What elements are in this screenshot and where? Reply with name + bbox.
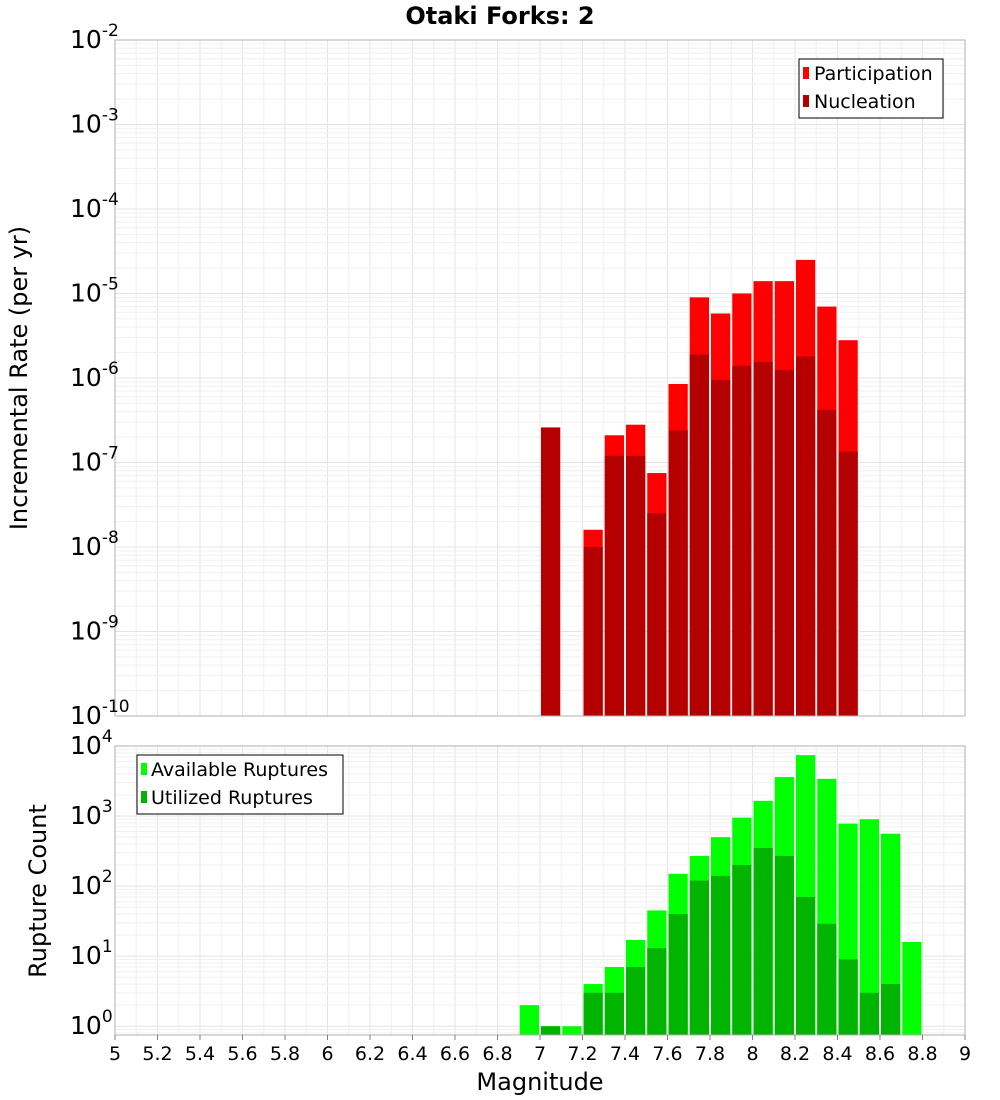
x-tick-label: 6 bbox=[321, 1043, 333, 1065]
bottom-bar-utilized-ruptures bbox=[796, 896, 816, 1035]
bottom-bar-available-ruptures bbox=[902, 941, 922, 1035]
y-tick-label: 103 bbox=[70, 797, 113, 830]
y-tick-label: 10-2 bbox=[70, 21, 119, 54]
bottom-panel-bars bbox=[519, 755, 922, 1035]
bottom-bar-utilized-ruptures bbox=[583, 992, 603, 1035]
top-bar-nucleation bbox=[583, 547, 603, 716]
top-panel-frame bbox=[114, 39, 966, 717]
x-axis-label: Magnitude bbox=[476, 1068, 603, 1096]
top-panel-bars bbox=[541, 259, 858, 716]
x-tick-label: 6.6 bbox=[440, 1043, 470, 1065]
x-tick-label: 7.4 bbox=[610, 1043, 640, 1065]
bottom-bar-utilized-ruptures bbox=[689, 880, 709, 1035]
top-bar-nucleation bbox=[817, 409, 837, 716]
legend-label-utilized-ruptures: Utilized Ruptures bbox=[151, 787, 313, 809]
top-bar-nucleation bbox=[711, 379, 731, 716]
bottom-bar-utilized-ruptures bbox=[732, 865, 752, 1035]
x-tick-label: 8.2 bbox=[780, 1043, 810, 1065]
x-tick-label: 7 bbox=[534, 1043, 546, 1065]
x-tick-label: 8 bbox=[746, 1043, 758, 1065]
top-y-axis-label: Incremental Rate (per yr) bbox=[5, 226, 33, 530]
top-legend-box bbox=[798, 58, 944, 119]
legend-swatch-utilized-ruptures bbox=[141, 791, 147, 803]
y-tick-label: 10-6 bbox=[70, 359, 119, 392]
top-bar-nucleation bbox=[647, 513, 667, 716]
top-bar-nucleation bbox=[753, 361, 773, 716]
x-tick-label: 9 bbox=[959, 1043, 971, 1065]
legend-label-nucleation: Nucleation bbox=[814, 91, 916, 113]
chart-title: Otaki Forks: 2 bbox=[405, 2, 594, 30]
x-tick-label: 6.4 bbox=[397, 1043, 427, 1065]
bottom-bar-available-ruptures bbox=[562, 1026, 582, 1035]
y-tick-label: 10-5 bbox=[70, 275, 119, 308]
bottom-bar-utilized-ruptures bbox=[753, 848, 773, 1035]
bottom-bar-utilized-ruptures bbox=[774, 855, 794, 1035]
top-bar-nucleation bbox=[732, 365, 752, 716]
x-tick-label: 5.2 bbox=[142, 1043, 172, 1065]
legend-label-participation: Participation bbox=[814, 63, 933, 85]
top-bar-nucleation bbox=[689, 354, 709, 716]
top-panel-grid bbox=[114, 39, 966, 717]
x-tick-label: 6.8 bbox=[482, 1043, 512, 1065]
x-axis-ticks: 5 5.2 5.4 5.6 5.8 6 6.2 6.4 6.6 6.8 7 7.2 7.4 7.6 7.8 8… bbox=[109, 1035, 971, 1065]
y-tick-label: 101 bbox=[70, 937, 113, 970]
bottom-bar-utilized-ruptures bbox=[859, 992, 879, 1035]
bottom-bar-available-ruptures bbox=[859, 819, 879, 1035]
x-tick-label: 5.4 bbox=[185, 1043, 215, 1065]
bottom-bar-utilized-ruptures bbox=[541, 1026, 561, 1035]
y-tick-label: 10-8 bbox=[70, 528, 119, 561]
top-bar-nucleation bbox=[604, 455, 624, 716]
top-bar-nucleation bbox=[838, 451, 858, 716]
bottom-bar-utilized-ruptures bbox=[711, 875, 731, 1035]
y-tick-label: 102 bbox=[70, 867, 113, 900]
y-tick-label: 10-7 bbox=[70, 444, 119, 477]
bottom-legend: Available Ruptures Utilized Ruptures bbox=[136, 754, 344, 815]
bottom-bar-utilized-ruptures bbox=[604, 992, 624, 1035]
legend-swatch-nucleation bbox=[803, 95, 809, 107]
x-tick-label: 8.6 bbox=[865, 1043, 895, 1065]
x-tick-label: 7.6 bbox=[652, 1043, 682, 1065]
bottom-bar-available-ruptures bbox=[519, 1005, 539, 1035]
top-bar-nucleation bbox=[541, 427, 561, 716]
y-tick-label: 10-3 bbox=[70, 106, 119, 139]
y-tick-label: 10-10 bbox=[70, 697, 130, 730]
x-tick-label: 8.8 bbox=[907, 1043, 937, 1065]
x-tick-label: 7.2 bbox=[567, 1043, 597, 1065]
top-panel-y-ticks: 10-10 10-9 10-8 10-7 10-6 10-5 10-4 10-3 10-2 bbox=[70, 21, 130, 730]
y-tick-label: 10-4 bbox=[70, 190, 119, 223]
legend-label-available-ruptures: Available Ruptures bbox=[151, 759, 328, 781]
x-tick-label: 6.2 bbox=[355, 1043, 385, 1065]
x-tick-label: 5.6 bbox=[227, 1043, 257, 1065]
bottom-bar-utilized-ruptures bbox=[668, 914, 688, 1035]
x-tick-label: 5.8 bbox=[270, 1043, 300, 1065]
bottom-panel-y-ticks: 100 101 102 103 104 bbox=[70, 727, 113, 1040]
bottom-y-axis-label: Rupture Count bbox=[24, 804, 52, 978]
bottom-bar-utilized-ruptures bbox=[647, 948, 667, 1035]
top-bar-nucleation bbox=[796, 356, 816, 716]
top-legend: Participation Nucleation bbox=[798, 58, 944, 119]
x-tick-label: 8.4 bbox=[822, 1043, 852, 1065]
legend-swatch-available-ruptures bbox=[141, 763, 147, 775]
bottom-bar-utilized-ruptures bbox=[626, 967, 646, 1035]
top-bar-nucleation bbox=[626, 455, 646, 716]
y-tick-label: 10-9 bbox=[70, 613, 119, 646]
bottom-bar-utilized-ruptures bbox=[817, 923, 837, 1035]
bottom-bar-utilized-ruptures bbox=[838, 959, 858, 1035]
x-tick-label: 7.8 bbox=[695, 1043, 725, 1065]
top-bar-nucleation bbox=[668, 430, 688, 716]
bottom-legend-box bbox=[136, 754, 344, 815]
y-tick-label: 104 bbox=[70, 727, 113, 760]
top-bar-nucleation bbox=[774, 369, 794, 716]
bottom-bar-utilized-ruptures bbox=[881, 984, 901, 1035]
legend-swatch-participation bbox=[803, 67, 809, 79]
x-tick-label: 5 bbox=[109, 1043, 121, 1065]
y-tick-label: 100 bbox=[70, 1007, 113, 1040]
